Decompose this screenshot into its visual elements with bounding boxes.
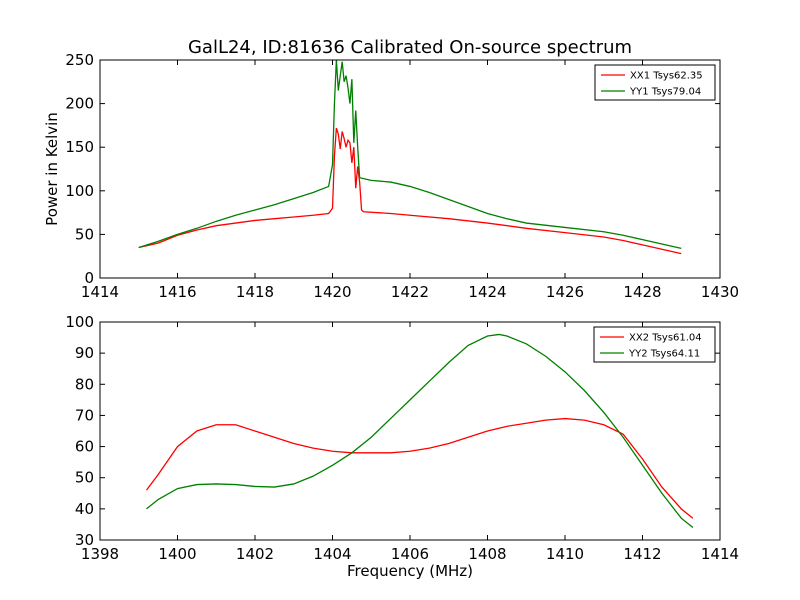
x-tick-label: 1426 xyxy=(546,283,584,301)
legend: XX1 Tsys62.35 YY1 Tsys79.04 xyxy=(594,64,716,101)
y-tick-label: 40 xyxy=(75,500,94,518)
x-tick-label: 1422 xyxy=(391,283,429,301)
x-tick-label: 1400 xyxy=(158,545,196,563)
y-tick-label: 200 xyxy=(65,95,94,113)
legend-label: XX1 Tsys62.35 xyxy=(630,71,703,82)
y-tick-label: 90 xyxy=(75,344,94,362)
y-tick-label: 100 xyxy=(65,182,94,200)
y-tick-label: 50 xyxy=(75,225,94,243)
x-tick-label: 1414 xyxy=(701,545,739,563)
y-tick-label: 150 xyxy=(65,138,94,156)
x-tick-label: 1404 xyxy=(313,545,351,563)
legend-label: XX2 Tsys61.04 xyxy=(629,333,702,344)
y-tick-label: 250 xyxy=(65,51,94,69)
x-tick-label: 1428 xyxy=(623,283,661,301)
bottom-panel: 1398 1400 1402 1404 1406 1408 1410 1412 1414 30 40… xyxy=(65,313,739,580)
x-tick-label: 1406 xyxy=(391,545,429,563)
x-tick-label: 1430 xyxy=(701,283,739,301)
x-tick-label: 1398 xyxy=(81,545,119,563)
x-tick-label: 1410 xyxy=(546,545,584,563)
y-tick-label: 100 xyxy=(65,313,94,331)
y-axis-label: Power in Kelvin xyxy=(43,112,61,226)
series-line-2-2 xyxy=(146,333,694,529)
figure-title: GalL24, ID:81636 Calibrated On-source sp… xyxy=(188,37,632,58)
series-line-1-1 xyxy=(138,127,682,255)
y-tick-label: 50 xyxy=(75,469,94,487)
x-axis-label: Frequency (MHz) xyxy=(347,562,473,580)
x-tick-label: 1408 xyxy=(468,545,506,563)
legend-label: YY1 Tsys79.04 xyxy=(629,87,701,98)
series-line-1-2 xyxy=(138,60,682,249)
y-tick-label: 0 xyxy=(84,269,94,287)
legend-box xyxy=(593,326,716,363)
x-tick-label: 1402 xyxy=(236,545,274,563)
x-tick-label: 1416 xyxy=(158,283,196,301)
y-tick-label: 30 xyxy=(75,531,94,549)
x-tick-label: 1414 xyxy=(81,283,119,301)
legend-label: YY2 Tsys64.11 xyxy=(628,349,700,360)
legend-box xyxy=(594,64,716,101)
y-tick-label: 70 xyxy=(75,406,94,424)
x-tick-label: 1418 xyxy=(236,283,274,301)
series-line-2-1 xyxy=(145,417,694,519)
x-tick-label: 1424 xyxy=(468,283,506,301)
legend: XX2 Tsys61.04 YY2 Tsys64.11 xyxy=(593,326,716,363)
x-tick-label: 1412 xyxy=(623,545,661,563)
y-tick-label: 80 xyxy=(75,375,94,393)
x-tick-label: 1420 xyxy=(313,283,351,301)
top-panel: 1414 1416 1418 1420 1422 1424 1426 1428 1430 0 50 1… xyxy=(43,51,739,301)
y-tick-label: 60 xyxy=(75,438,94,456)
